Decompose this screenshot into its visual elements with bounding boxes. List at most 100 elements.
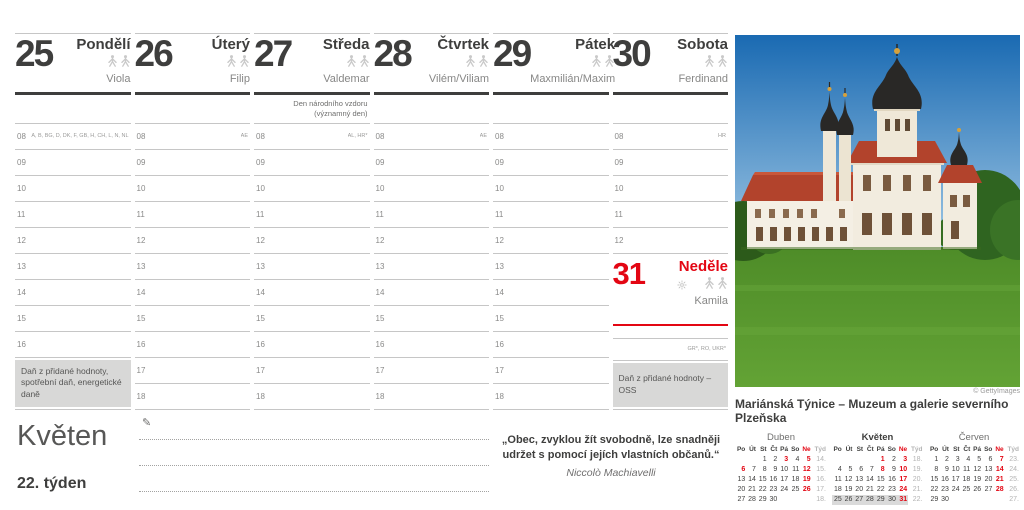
- day-header-right: Pondělí Viola: [52, 36, 130, 92]
- day-cell: 22: [758, 486, 767, 493]
- day-cell: [971, 495, 982, 505]
- week-col-label: Týd: [910, 446, 923, 453]
- dow-label: Út: [749, 446, 756, 453]
- week-number: 18.: [912, 456, 923, 463]
- row-spacer: [612, 326, 728, 339]
- hour-label: 14: [256, 287, 265, 297]
- hour-slot: 13: [15, 254, 131, 280]
- day-cell: 28: [864, 495, 875, 505]
- hour-label: 13: [136, 261, 146, 271]
- hour-label: 17: [495, 365, 504, 375]
- hour-slot: 10: [134, 176, 250, 202]
- person-icon: [359, 54, 369, 67]
- header-divider: [612, 92, 728, 95]
- footer-box-wrap: Daň z přidané hodnoty, spotřební daň, en…: [15, 358, 131, 410]
- hour-slot: 11: [134, 202, 250, 228]
- hour-slot: 17: [493, 358, 609, 384]
- day-cell: 29: [874, 495, 886, 505]
- hour-label: 15: [375, 313, 385, 323]
- holiday-country-codes: GR*, RO, UKR*: [687, 346, 726, 352]
- day-cell: 9: [773, 466, 778, 473]
- hour-label: 18: [375, 391, 385, 401]
- day-name: Úterý: [211, 36, 250, 53]
- notes-line: [139, 440, 489, 466]
- person-icons: [530, 54, 615, 72]
- hour-slot: 12: [493, 228, 609, 254]
- mini-calendar-cerven: Červen Po Út St Čt Pá So Ne Týd 1 2 3 4 5 6 7 23. 8 9 10 11 1…: [928, 432, 1020, 505]
- hour-label: 10: [136, 183, 146, 193]
- hour-slot: 16: [493, 332, 609, 358]
- week-grid: 25 Pondělí Viola 08 A, B, BG, D, DK, F, GB, …: [15, 33, 728, 410]
- day-cell: 14: [748, 476, 756, 483]
- day-cell: 20: [855, 486, 864, 493]
- photo-credit: © GettyImages: [973, 388, 1020, 395]
- holiday-note: [373, 95, 489, 124]
- hour-label: 14: [495, 287, 504, 297]
- day-header: 28 Čtvrtek Vilém/Viliam: [374, 34, 490, 92]
- hour-slot: 18: [254, 384, 370, 410]
- sunday-nameday: Kamila: [694, 295, 728, 308]
- day-cell: 24: [780, 486, 789, 493]
- hour-label: 08: [17, 131, 26, 141]
- dow-label: Ne: [898, 446, 908, 453]
- hour-slot: 11: [254, 202, 370, 228]
- day-header-right: Středa Valdemar: [291, 36, 370, 92]
- hour-slot: 15: [493, 306, 609, 332]
- mini-calendar-title: Květen: [861, 432, 894, 443]
- hour-slot: 13: [134, 254, 250, 280]
- hour-slot: 10: [15, 176, 131, 202]
- hour-label: 11: [136, 209, 145, 219]
- hour-slot: 12: [254, 228, 370, 254]
- hour-label: 09: [614, 157, 624, 167]
- day-cell: 26: [802, 486, 811, 493]
- person-icons: [52, 54, 130, 72]
- hour-label: 11: [495, 209, 504, 219]
- week-col-label: Týd: [1007, 446, 1019, 453]
- hour-slots: 08 AL, HR* 09 10 11 12 13 14 15 16 17 18: [254, 124, 370, 410]
- hour-slot: 16: [15, 332, 131, 358]
- hour-slot: 17: [254, 358, 370, 384]
- day-cell: 17: [899, 476, 908, 483]
- day-header: 26 Úterý Filip: [135, 34, 251, 92]
- notes-area: ✎: [139, 414, 489, 492]
- day-cell: 2: [945, 456, 949, 463]
- day-cell: 22: [876, 486, 885, 493]
- week-number: 23.: [1009, 456, 1019, 463]
- hour-label: 09: [17, 157, 26, 167]
- week-number: 26.: [1009, 486, 1019, 493]
- person-icon: [592, 54, 601, 67]
- day-cell: 18: [833, 486, 842, 493]
- week-number: 19.: [912, 466, 923, 473]
- person-icon: [605, 54, 614, 67]
- week-number: 16.: [816, 476, 826, 483]
- day-cell: 5: [848, 466, 853, 473]
- person-icons: [172, 54, 250, 72]
- day-column-monday: 25 Pondělí Viola 08 A, B, BG, D, DK, F, GB, …: [15, 33, 131, 410]
- hour-slots: 08 09 10 11 12 13 14 15 16 17 18: [493, 124, 609, 410]
- hour-label: 15: [495, 313, 504, 323]
- hour-slot: 09: [15, 150, 131, 176]
- holiday-country-codes: HR: [718, 133, 726, 139]
- hour-slot: 13: [373, 254, 489, 280]
- day-cell: 26: [842, 495, 854, 505]
- hour-slot: 15: [254, 306, 370, 332]
- day-cell: 11: [962, 466, 971, 473]
- day-cell: [950, 495, 961, 505]
- hour-slot: 16: [134, 332, 250, 358]
- day-cell: [735, 455, 746, 465]
- day-cell: 10: [780, 466, 789, 473]
- person-icon: [466, 54, 475, 67]
- day-cell: 8: [880, 466, 885, 473]
- day-cell: 29: [930, 496, 939, 503]
- mini-calendars: Duben Po Út St Čt Pá So Ne Týd 1 2 3 4 5 14. 6 7 8 9 10 11 12…: [735, 432, 1020, 505]
- day-cell: 23: [941, 486, 949, 493]
- week-number: 24.: [1009, 466, 1019, 473]
- day-number: 30: [612, 33, 652, 74]
- day-column-saturday: 30 Sobota Ferdinand 08 HR 09 10 11 12 31 Neděle Kam…: [612, 33, 728, 410]
- day-header-right: Úterý Filip: [172, 36, 250, 92]
- dow-label: Čt: [963, 446, 971, 453]
- hour-slot: 17: [134, 358, 250, 384]
- month-block: Květen 22. týden: [17, 420, 135, 493]
- hour-slot: 09: [254, 150, 370, 176]
